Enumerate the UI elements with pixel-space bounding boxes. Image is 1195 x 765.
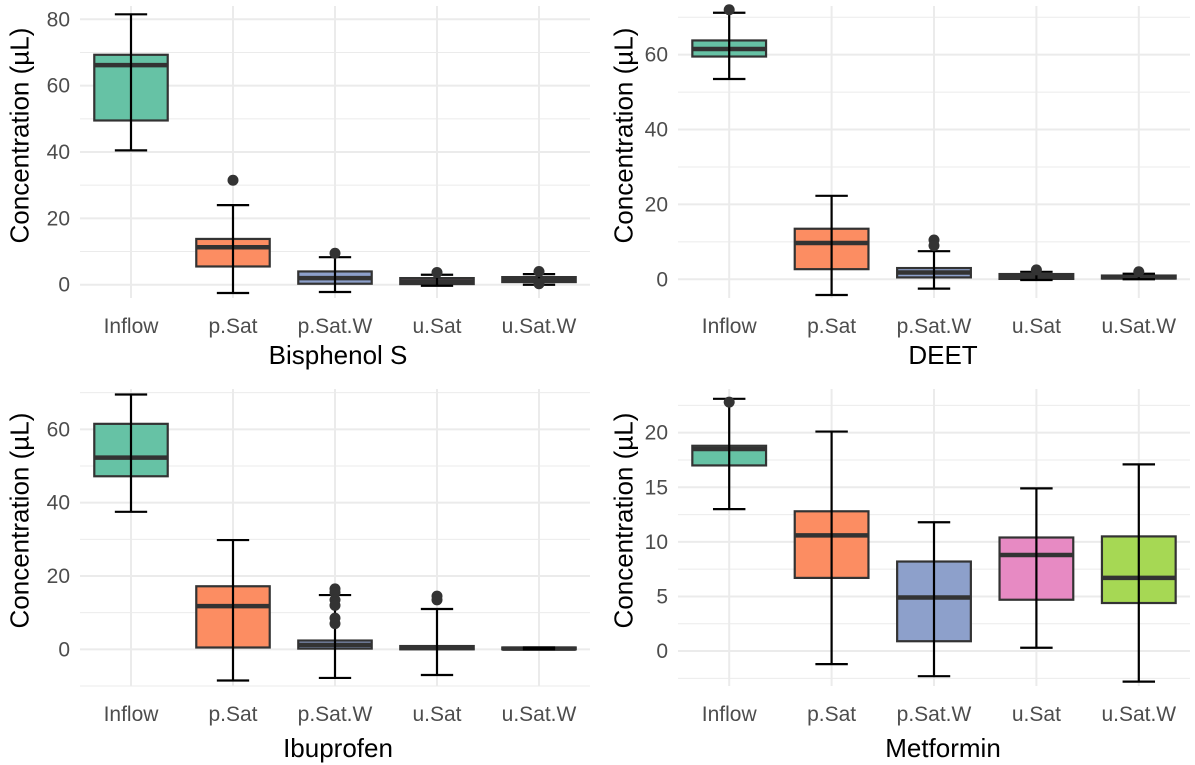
panel-metformin: 0 5 10 15 20 Inflow p.Sat p.Sat.W u.Sat u.Sat.W C… bbox=[598, 383, 1195, 765]
y-tick-label: 80 bbox=[47, 8, 70, 31]
x-tick-label: Inflow bbox=[702, 703, 758, 726]
box-Inflow bbox=[93, 13, 169, 152]
x-tick-label: u.Sat.W bbox=[1101, 703, 1176, 726]
outlier-point bbox=[723, 396, 735, 408]
box-u.Sat.W bbox=[501, 646, 577, 651]
outlier-point bbox=[1030, 264, 1042, 276]
x-axis-title: Metformin bbox=[885, 733, 1001, 763]
x-tick-label: p.Sat bbox=[208, 315, 257, 338]
x-tick-label: u.Sat.W bbox=[1101, 315, 1176, 338]
box-Inflow bbox=[691, 396, 768, 511]
outlier-point bbox=[533, 278, 545, 290]
outlier-point bbox=[928, 240, 940, 252]
box-Inflow bbox=[691, 4, 768, 81]
outlier-point bbox=[723, 4, 735, 16]
outlier-point bbox=[533, 265, 545, 277]
panel-bisphenol-s: 0 20 40 60 80 Inflow p.Sat p.Sat.W u.Sat u.Sat.W … bbox=[0, 0, 597, 382]
x-axis-title: DEET bbox=[908, 340, 978, 370]
y-tick-label: 20 bbox=[47, 207, 70, 230]
box-p.Sat bbox=[195, 538, 271, 682]
box-p.Sat.W bbox=[896, 234, 972, 290]
x-tick-label: p.Sat bbox=[807, 703, 856, 726]
box-u.Sat bbox=[998, 487, 1075, 649]
x-axis-title: Ibuprofen bbox=[283, 733, 393, 763]
y-tick-label: 40 bbox=[47, 141, 70, 164]
x-tick-label: Inflow bbox=[104, 703, 160, 726]
plot-bisphenol-s: 0 20 40 60 80 Inflow p.Sat p.Sat.W u.Sat u.Sat.W bbox=[47, 6, 590, 338]
outlier-point bbox=[329, 247, 341, 259]
box-u.Sat bbox=[998, 264, 1075, 282]
box-Inflow bbox=[93, 393, 169, 513]
y-tick-label: 0 bbox=[58, 638, 70, 661]
plot-metformin: 0 5 10 15 20 Inflow p.Sat p.Sat.W u.Sat u.Sat.W bbox=[645, 389, 1190, 726]
box-p.Sat bbox=[793, 430, 870, 666]
x-tick-label: p.Sat.W bbox=[298, 703, 373, 726]
box-p.Sat.W bbox=[896, 521, 972, 678]
outlier-point bbox=[329, 618, 341, 630]
outlier-point bbox=[1133, 266, 1145, 278]
y-axis-label: Concentration (µL) bbox=[608, 27, 639, 244]
plot-deet: 0 20 40 60 Inflow p.Sat p.Sat.W u.Sat u.Sat.W bbox=[645, 4, 1190, 338]
x-tick-label: Inflow bbox=[104, 315, 160, 338]
y-tick-label: 0 bbox=[656, 640, 668, 663]
panel-deet: 0 20 40 60 Inflow p.Sat p.Sat.W u.Sat u.Sat.W Co… bbox=[598, 0, 1195, 382]
plot-ibuprofen: 0 20 40 60 Inflow p.Sat p.Sat.W u.Sat u.Sat.W bbox=[47, 389, 590, 726]
x-tick-label: p.Sat.W bbox=[897, 703, 972, 726]
outlier-point bbox=[431, 266, 443, 278]
y-axis-label: Concentration (µL) bbox=[4, 27, 35, 244]
y-tick-label: 40 bbox=[47, 492, 70, 515]
y-tick-label: 40 bbox=[645, 119, 668, 142]
box-p.Sat.W bbox=[297, 247, 373, 294]
x-tick-label: p.Sat.W bbox=[897, 315, 972, 338]
box-p.Sat.W bbox=[297, 583, 373, 680]
x-axis-title: Bisphenol S bbox=[268, 340, 408, 370]
x-tick-label: p.Sat.W bbox=[298, 315, 373, 338]
y-tick-label: 10 bbox=[645, 531, 668, 554]
x-tick-label: p.Sat bbox=[807, 315, 856, 338]
x-tick-label: u.Sat bbox=[1012, 315, 1061, 338]
y-tick-label: 5 bbox=[656, 585, 668, 608]
x-tick-label: Inflow bbox=[702, 315, 758, 338]
box-u.Sat bbox=[399, 590, 475, 677]
box-p.Sat bbox=[793, 194, 870, 297]
x-tick-label: u.Sat bbox=[412, 315, 461, 338]
outlier-point bbox=[329, 599, 341, 611]
y-tick-label: 20 bbox=[47, 565, 70, 588]
y-tick-label: 60 bbox=[645, 44, 668, 67]
y-tick-label: 60 bbox=[47, 75, 70, 98]
outlier-point bbox=[227, 174, 239, 186]
x-tick-label: p.Sat bbox=[208, 703, 257, 726]
x-tick-label: u.Sat bbox=[1012, 703, 1061, 726]
box-u.Sat bbox=[399, 266, 475, 287]
y-tick-label: 20 bbox=[645, 422, 668, 445]
x-tick-label: u.Sat.W bbox=[502, 315, 577, 338]
box-u.Sat.W bbox=[501, 265, 577, 290]
box-u.Sat.W bbox=[1100, 463, 1177, 683]
outlier-point bbox=[431, 594, 443, 606]
y-tick-label: 20 bbox=[645, 193, 668, 216]
box-u.Sat.W bbox=[1100, 266, 1177, 281]
x-tick-label: u.Sat bbox=[412, 703, 461, 726]
y-tick-label: 60 bbox=[47, 418, 70, 441]
y-tick-label: 15 bbox=[645, 476, 668, 499]
panel-ibuprofen: 0 20 40 60 Inflow p.Sat p.Sat.W u.Sat u.Sat.W Co… bbox=[0, 383, 597, 765]
x-tick-label: u.Sat.W bbox=[502, 703, 577, 726]
y-axis-label: Concentration (µL) bbox=[4, 412, 35, 629]
box-p.Sat bbox=[195, 174, 271, 295]
y-tick-label: 0 bbox=[656, 268, 668, 291]
y-axis-label: Concentration (µL) bbox=[608, 412, 639, 629]
y-tick-label: 0 bbox=[58, 274, 70, 297]
